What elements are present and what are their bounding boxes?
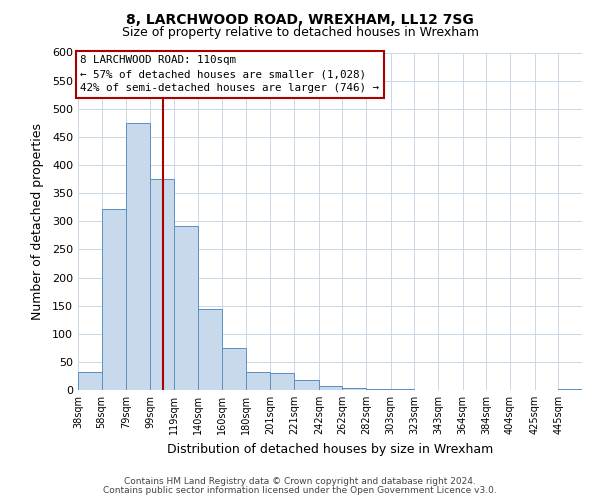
- Text: Contains HM Land Registry data © Crown copyright and database right 2024.: Contains HM Land Registry data © Crown c…: [124, 477, 476, 486]
- Bar: [150, 179, 173, 390]
- Bar: [294, 380, 319, 390]
- Bar: [78, 372, 101, 390]
- Text: Size of property relative to detached houses in Wrexham: Size of property relative to detached ho…: [121, 26, 479, 39]
- Bar: [319, 386, 343, 390]
- Bar: [343, 388, 366, 390]
- Bar: [245, 372, 271, 390]
- Bar: [101, 209, 127, 390]
- Bar: [271, 373, 294, 390]
- Y-axis label: Number of detached properties: Number of detached properties: [31, 122, 44, 320]
- Text: 8 LARCHWOOD ROAD: 110sqm
← 57% of detached houses are smaller (1,028)
42% of sem: 8 LARCHWOOD ROAD: 110sqm ← 57% of detach…: [80, 56, 379, 94]
- Bar: [222, 348, 245, 390]
- Bar: [127, 124, 150, 390]
- X-axis label: Distribution of detached houses by size in Wrexham: Distribution of detached houses by size …: [167, 442, 493, 456]
- Text: 8, LARCHWOOD ROAD, WREXHAM, LL12 7SG: 8, LARCHWOOD ROAD, WREXHAM, LL12 7SG: [126, 12, 474, 26]
- Bar: [199, 309, 222, 390]
- Bar: [559, 389, 582, 390]
- Text: Contains public sector information licensed under the Open Government Licence v3: Contains public sector information licen…: [103, 486, 497, 495]
- Bar: [173, 226, 199, 390]
